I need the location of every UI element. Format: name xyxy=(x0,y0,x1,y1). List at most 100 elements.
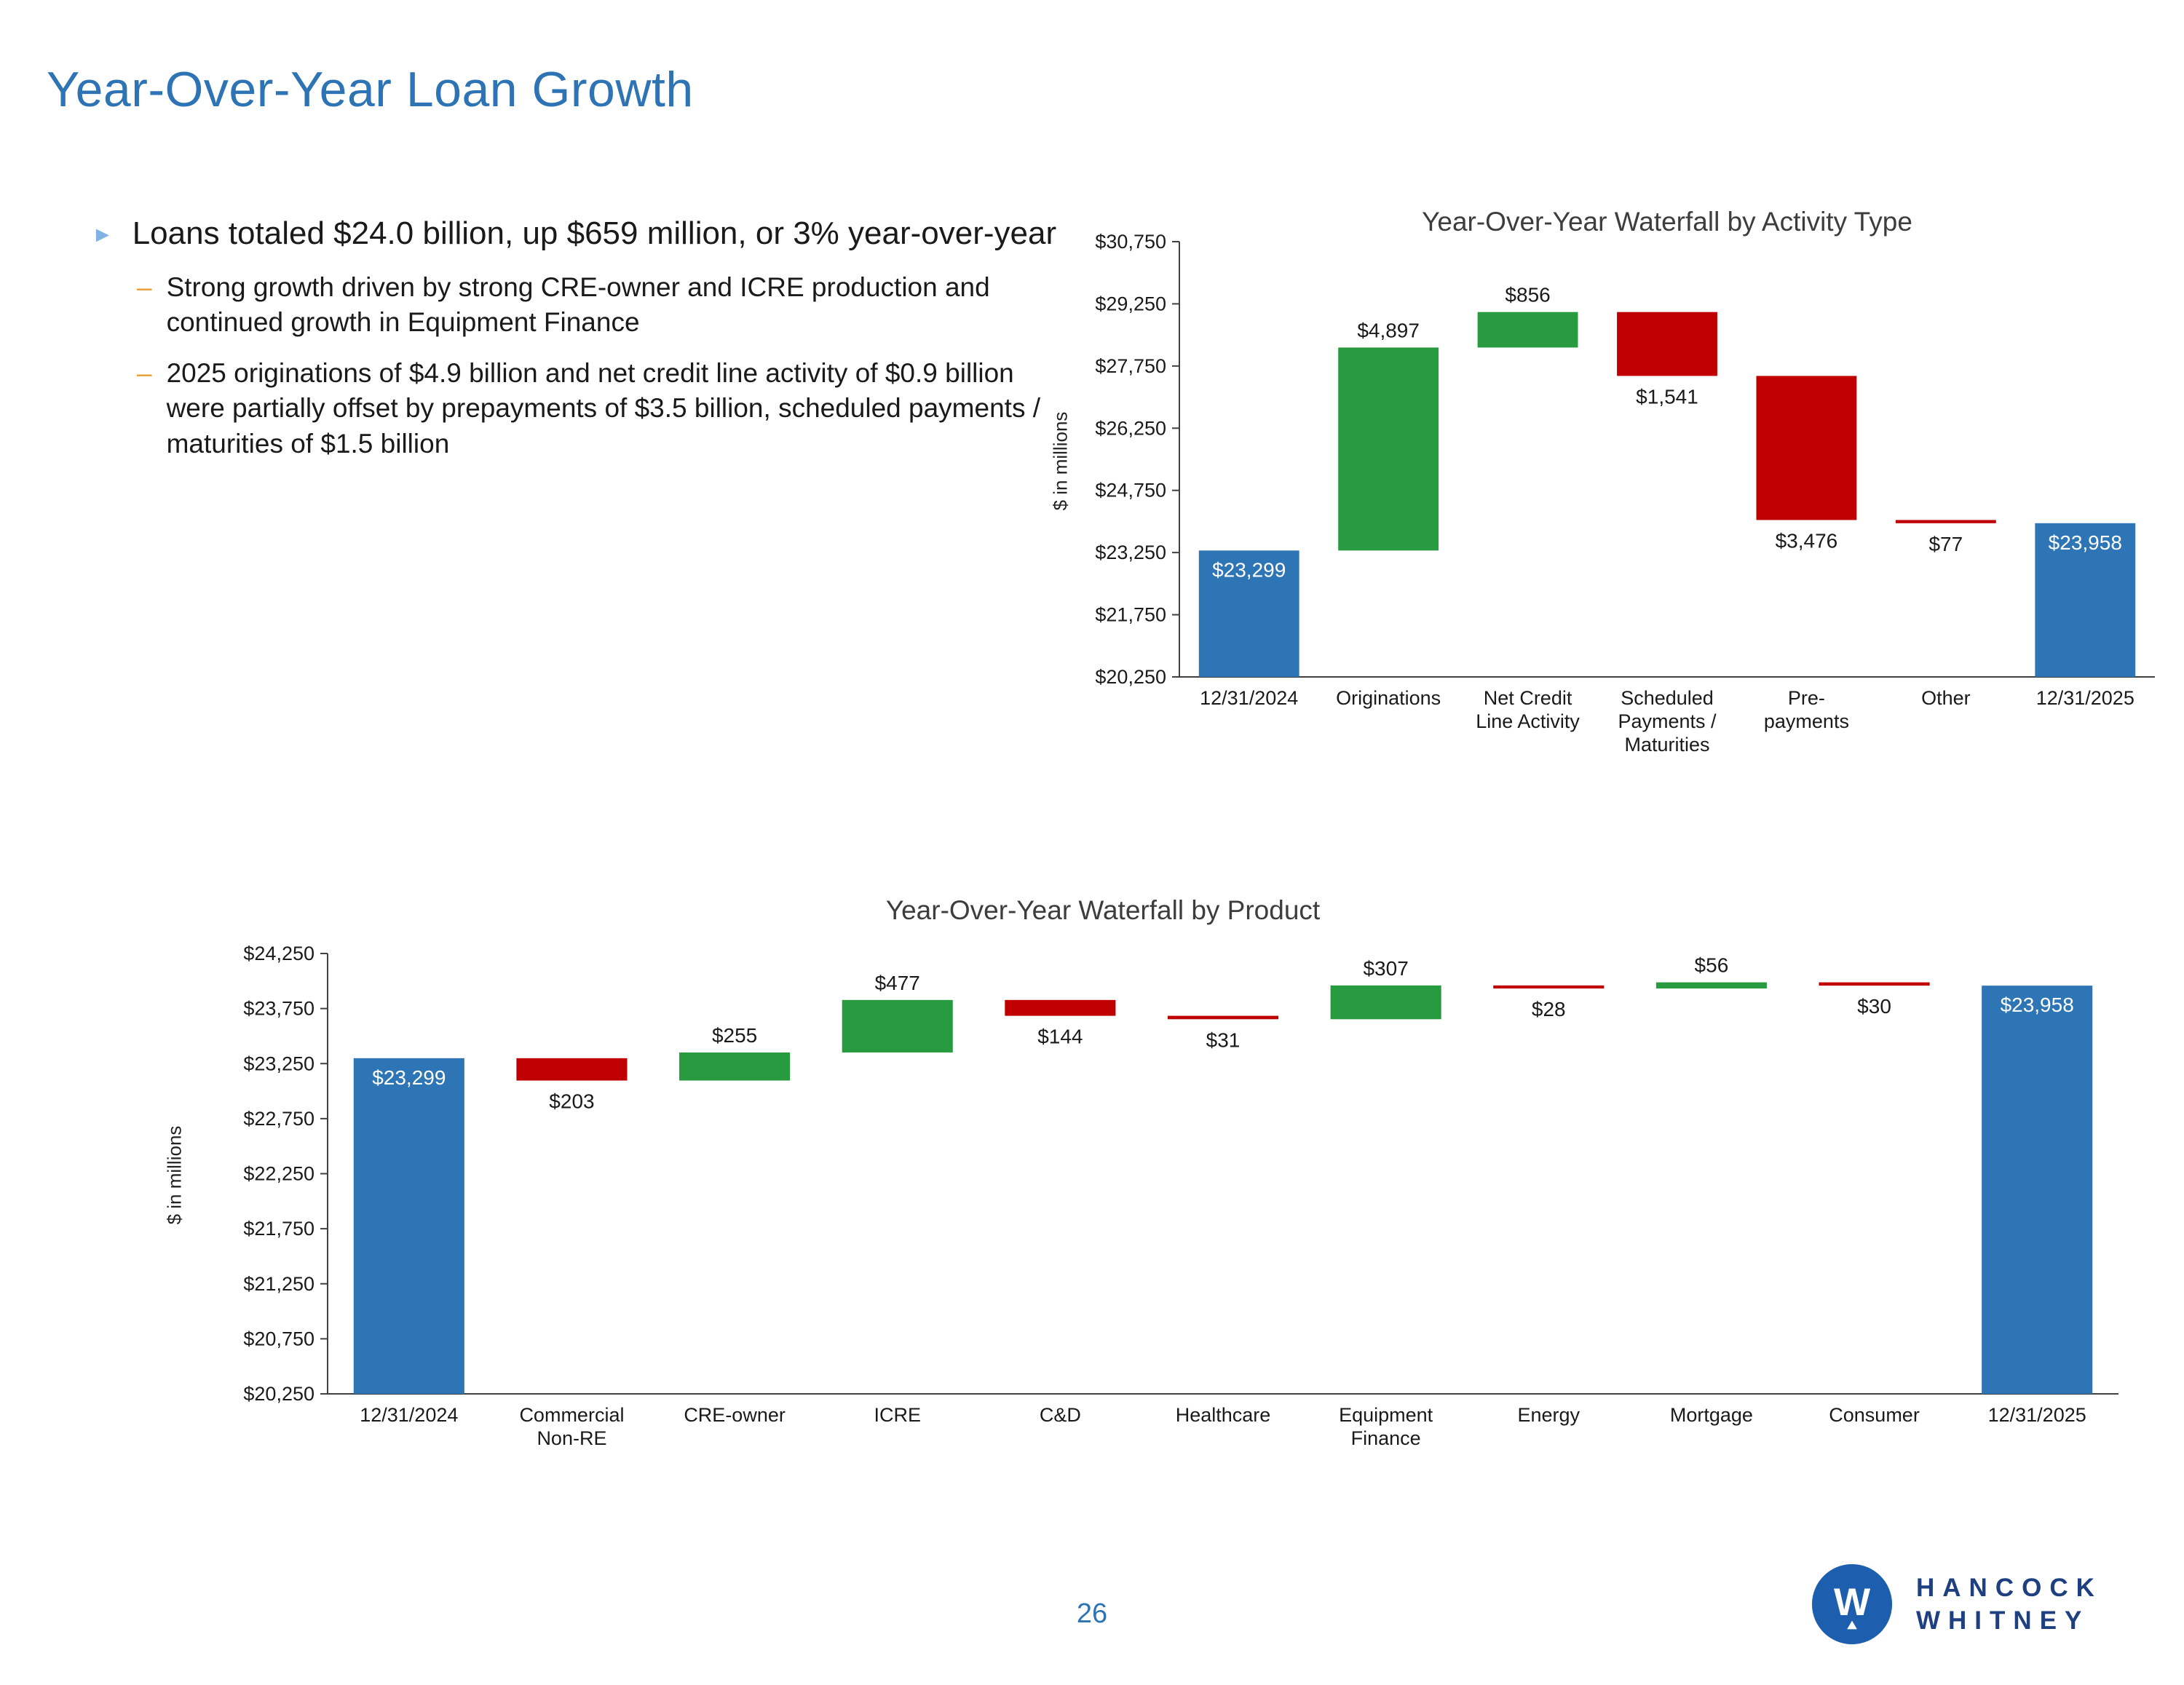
bar-value-label: $856 xyxy=(1505,284,1550,306)
bar-value-label: $28 xyxy=(1532,998,1566,1020)
x-category-label: Pre- xyxy=(1788,687,1825,709)
x-category-label: Equipment xyxy=(1339,1404,1433,1426)
y-axis-tick-label: $23,250 xyxy=(1095,542,1166,563)
logo-wordmark: HANCOCK WHITNEY xyxy=(1916,1572,2102,1638)
logo-text-line2: WHITNEY xyxy=(1916,1606,2090,1635)
y-axis-tick-label: $24,750 xyxy=(1095,480,1166,501)
y-axis-tick-label: $20,750 xyxy=(243,1328,314,1349)
bullet-dash-icon: – xyxy=(137,358,152,389)
x-category-label: CRE-owner xyxy=(684,1404,786,1426)
bar-value-label: $4,897 xyxy=(1357,319,1420,341)
x-category-label: Originations xyxy=(1336,687,1441,709)
y-axis-tick-label: $30,750 xyxy=(1095,231,1166,253)
x-category-label: Commercial xyxy=(519,1404,624,1426)
waterfall-bar xyxy=(1895,520,1996,523)
x-category-label: 12/31/2025 xyxy=(2036,687,2134,709)
y-axis-tick-label: $29,250 xyxy=(1095,293,1166,314)
x-category-label: Non-RE xyxy=(537,1427,606,1449)
bar-value-label: $23,958 xyxy=(2001,994,2074,1016)
y-axis-tick-label: $23,250 xyxy=(243,1052,314,1074)
activity-chart-title: Year-Over-Year Waterfall by Activity Typ… xyxy=(1422,207,1912,237)
x-category-label: Scheduled xyxy=(1621,687,1714,709)
logo-triangle-icon xyxy=(1847,1620,1857,1630)
waterfall-bar xyxy=(516,1058,628,1081)
logo-circle xyxy=(1811,1563,1893,1645)
bullet-main-text: Loans totaled $24.0 billion, up $659 mil… xyxy=(132,215,1057,251)
product-waterfall-plot: $20,250 $20,750 $21,250 $21,750 $22,250 $22,7… xyxy=(243,943,2118,1449)
waterfall-bar xyxy=(1477,312,1578,348)
x-category-label: Healthcare xyxy=(1176,1404,1271,1426)
bar-value-label: $30 xyxy=(1857,995,1891,1018)
x-category-label: Net Credit xyxy=(1484,687,1572,709)
bullet-arrow-icon: ► xyxy=(92,223,114,247)
y-axis-tick-label: $24,250 xyxy=(243,943,314,964)
x-category-label: 12/31/2024 xyxy=(1200,687,1298,709)
page-number: 26 xyxy=(1076,1598,1108,1629)
bar-value-label: $477 xyxy=(875,972,920,994)
waterfall-bar xyxy=(2035,523,2136,677)
bar-value-label: $56 xyxy=(1695,954,1729,977)
y-axis-tick-label: $21,750 xyxy=(1095,604,1166,626)
y-axis-tick-label: $20,250 xyxy=(1095,666,1166,688)
waterfall-bar xyxy=(1330,985,1441,1020)
x-category-label: Line Activity xyxy=(1476,710,1580,732)
y-axis-tick-label: $22,250 xyxy=(243,1163,314,1185)
y-axis-tick-label: $27,750 xyxy=(1095,355,1166,377)
x-category-label: Finance xyxy=(1351,1427,1421,1449)
bar-value-label: $1,541 xyxy=(1636,385,1698,408)
bar-value-label: $23,299 xyxy=(372,1066,446,1089)
bullet-item-sub-2: – 2025 originations of $4.9 billion and … xyxy=(137,356,1067,461)
bullet-sub-text-1: Strong growth driven by strong CRE-owner… xyxy=(166,272,990,338)
product-waterfall-chart: Year-Over-Year Waterfall by Product $ in… xyxy=(164,895,2133,1499)
bar-value-label: $77 xyxy=(1928,533,1963,555)
activity-waterfall-plot: $20,250 $21,750 $23,250 $24,750 $26,250 $27,7… xyxy=(1095,231,2155,756)
bullet-item-sub-1: – Strong growth driven by strong CRE-own… xyxy=(137,270,1067,340)
waterfall-bar xyxy=(1493,985,1605,989)
bar-value-label: $23,299 xyxy=(1212,558,1286,581)
logo-monogram: W xyxy=(1834,1581,1871,1624)
bar-value-label: $144 xyxy=(1037,1026,1083,1048)
bar-value-label: $3,476 xyxy=(1776,529,1838,552)
bar-value-label: $203 xyxy=(549,1090,594,1113)
x-category-label: 12/31/2025 xyxy=(1988,1404,2086,1426)
bullet-sub-text-2: 2025 originations of $4.9 billion and ne… xyxy=(166,358,1041,459)
x-category-label: Maturities xyxy=(1624,734,1709,756)
bullet-dash-icon: – xyxy=(137,272,152,303)
logo-text-line1: HANCOCK xyxy=(1916,1574,2102,1603)
logo-mark-icon: W xyxy=(1811,1563,1893,1645)
bar-value-label: $23,958 xyxy=(2049,531,2122,554)
waterfall-bar xyxy=(1198,550,1299,677)
waterfall-bar xyxy=(1338,347,1439,551)
activity-waterfall-chart: Year-Over-Year Waterfall by Activity Typ… xyxy=(1050,197,2177,801)
waterfall-bar xyxy=(1005,999,1116,1016)
hancock-whitney-logo: W HANCOCK WHITNEY xyxy=(1810,1562,2102,1648)
waterfall-bar xyxy=(1167,1015,1279,1020)
x-category-label: Other xyxy=(1921,687,1971,709)
product-chart-title: Year-Over-Year Waterfall by Product xyxy=(885,895,1321,925)
waterfall-bar xyxy=(679,1052,791,1081)
slide-title: Year-Over-Year Loan Growth xyxy=(47,62,694,117)
waterfall-bar xyxy=(1655,982,1767,989)
x-category-label: Mortgage xyxy=(1670,1404,1753,1426)
x-category-label: Payments / xyxy=(1618,710,1717,732)
y-axis-tick-label: $23,750 xyxy=(243,998,314,1020)
x-category-label: Consumer xyxy=(1829,1404,1920,1426)
y-axis-tick-label: $20,250 xyxy=(243,1383,314,1405)
x-category-label: 12/31/2024 xyxy=(360,1404,458,1426)
bullet-list: ► Loans totaled $24.0 billion, up $659 m… xyxy=(92,213,1067,461)
waterfall-bar xyxy=(1617,312,1717,376)
waterfall-bar xyxy=(842,999,953,1052)
waterfall-bar xyxy=(1819,982,1930,986)
bar-value-label: $307 xyxy=(1363,957,1408,980)
y-axis-tick-label: $21,250 xyxy=(243,1273,314,1295)
waterfall-bar xyxy=(353,1058,464,1394)
bar-value-label: $31 xyxy=(1206,1028,1241,1051)
bullet-item-main: ► Loans totaled $24.0 billion, up $659 m… xyxy=(92,213,1067,254)
x-category-label: payments xyxy=(1764,710,1849,732)
x-category-label: ICRE xyxy=(874,1404,921,1426)
y-axis-tick-label: $21,750 xyxy=(243,1218,314,1240)
x-category-label: C&D xyxy=(1040,1404,1081,1426)
x-category-label: Energy xyxy=(1517,1404,1580,1426)
waterfall-bar xyxy=(1756,376,1857,520)
